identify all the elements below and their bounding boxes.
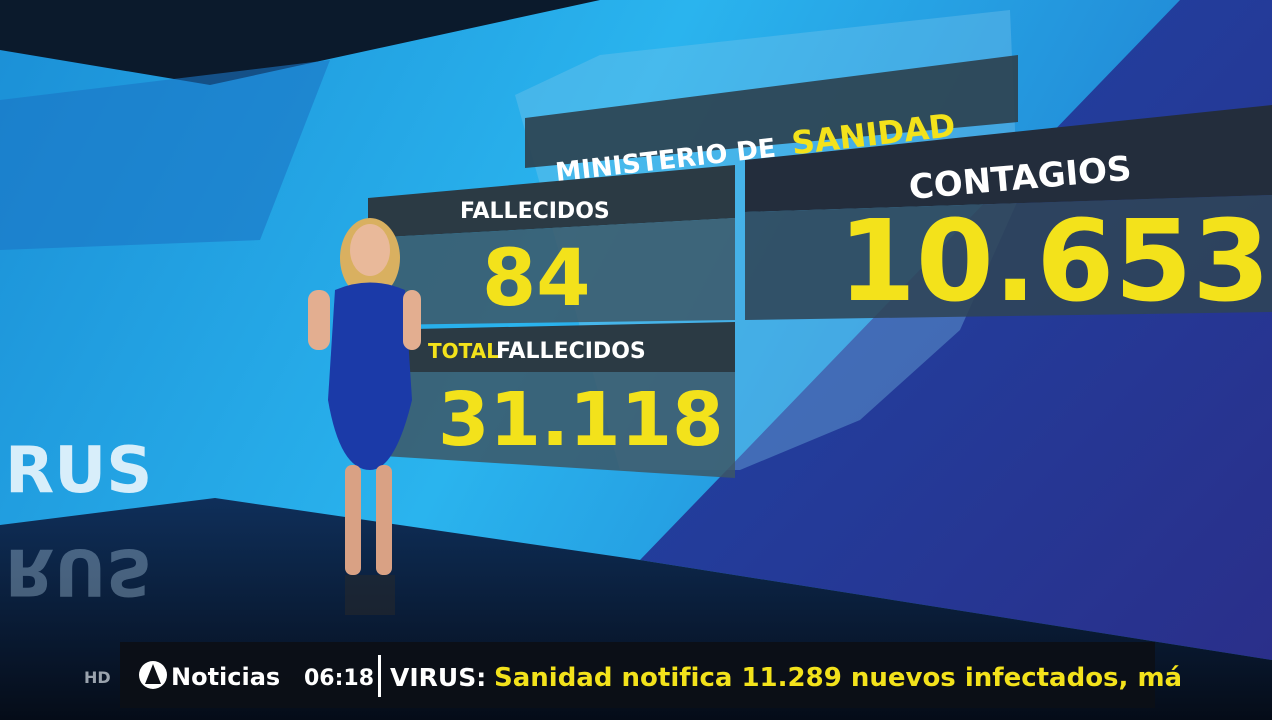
channel-logo-mark xyxy=(145,664,161,684)
deaths-value-panel xyxy=(368,218,735,325)
deaths-label-panel xyxy=(368,165,735,238)
total-value: 31.118 xyxy=(438,377,724,463)
cases-value: 10.653 xyxy=(838,197,1270,327)
hd-badge: HD xyxy=(84,668,111,687)
ticker-divider xyxy=(378,655,381,697)
wall-shape xyxy=(0,60,330,250)
ticker-bar xyxy=(120,642,1155,708)
cases-value-panel xyxy=(745,195,1272,320)
total-label: FALLECIDOS xyxy=(496,339,646,364)
cases-label-panel xyxy=(745,105,1272,212)
wall-text-reflection: RUS xyxy=(5,534,152,608)
header-panel xyxy=(525,55,1018,168)
total-label-panel xyxy=(368,322,735,372)
ticker-headline: Sanidad notifica 11.289 nuevos infectado… xyxy=(494,663,1182,693)
deaths-value: 84 xyxy=(482,234,591,324)
presenter xyxy=(308,218,421,615)
ceiling xyxy=(0,0,600,85)
channel-name: Noticias xyxy=(171,663,280,691)
clock: 06:18 xyxy=(304,666,374,691)
total-label-highlight: TOTAL xyxy=(428,339,499,363)
wall-text: RUS xyxy=(5,434,152,508)
ticker-topic: VIRUS: xyxy=(390,663,486,692)
total-value-panel xyxy=(368,372,735,478)
deaths-label: FALLECIDOS xyxy=(460,199,610,224)
